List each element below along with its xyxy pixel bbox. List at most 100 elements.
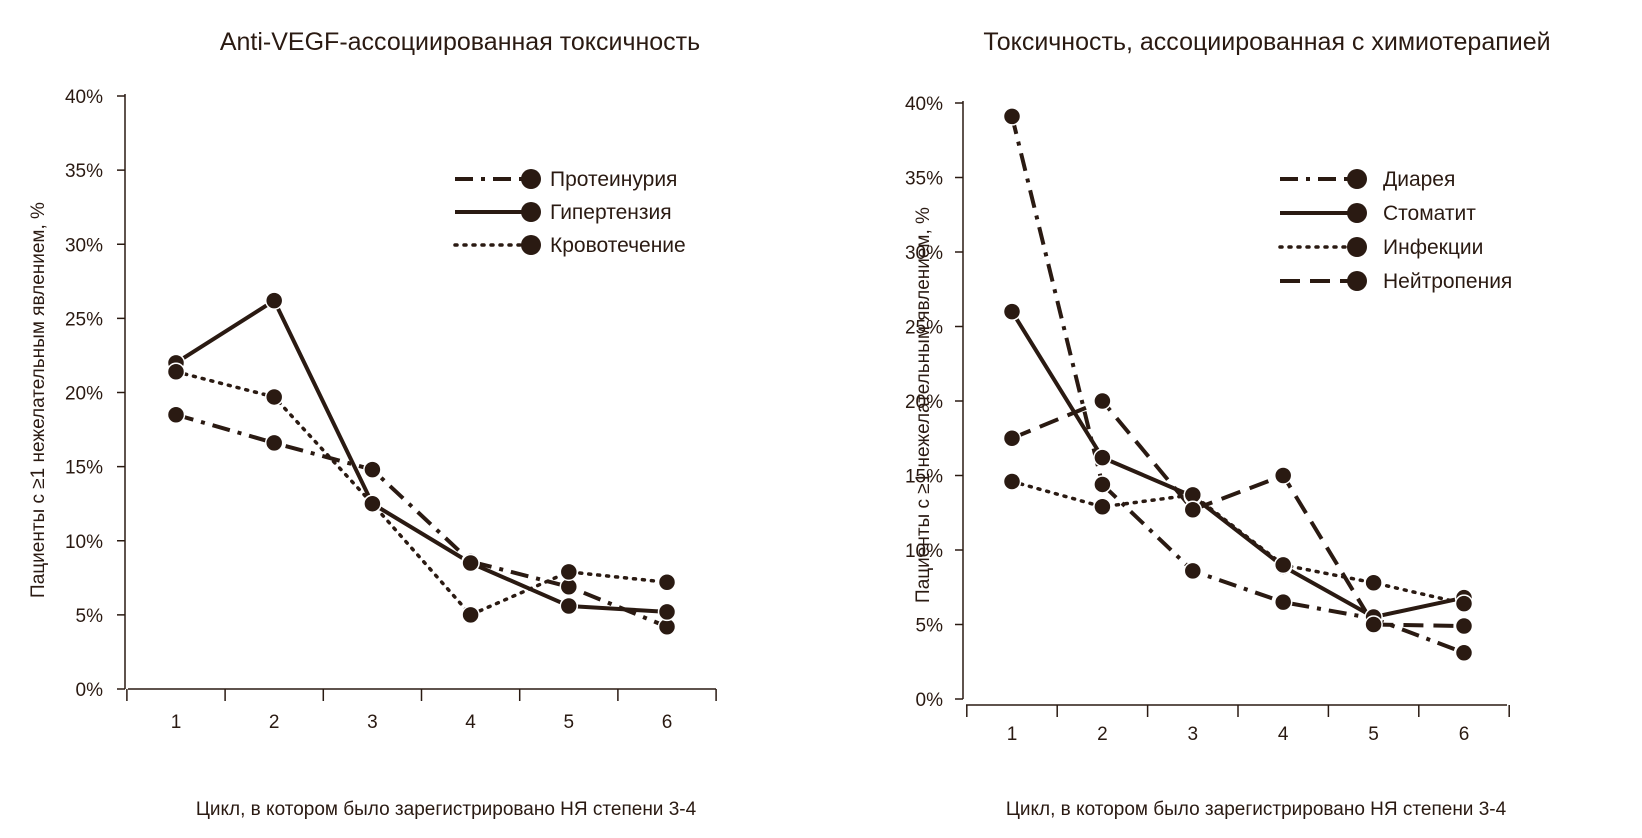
chart-right-x-axis-label: Цикл, в котором было зарегистрировано НЯ… xyxy=(1006,799,1507,820)
chart-right-point-диарея xyxy=(1454,643,1474,663)
chart-right-title: Токсичность, ассоциированная с химиотера… xyxy=(983,28,1550,56)
chart-right-y-axis-label: Пациенты с ≥1 нежелательным явлением, % xyxy=(913,207,934,603)
chart-right-point-нейтропения xyxy=(1002,429,1022,448)
chart-right-point-диарея xyxy=(1183,561,1203,581)
chart-left-point-кровотечение xyxy=(657,573,677,592)
chart-right-point-инфекции xyxy=(1002,472,1022,491)
chart-right-legend-marker-стоматит xyxy=(1347,203,1367,223)
chart-right-series xyxy=(1002,107,1474,663)
chart-right-legend-marker-диарея xyxy=(1347,169,1367,189)
chart-left-y-tick-label: 30% xyxy=(65,235,103,256)
chart-left-y-tick-label: 20% xyxy=(65,384,103,405)
chart-left-y-axis-label: Пациенты с ≥1 нежелательным явлением, % xyxy=(28,202,49,598)
chart-right-point-нейтропения xyxy=(1093,391,1112,411)
chart-left-legend: Протеинурия Гипертензия Кровотечение xyxy=(453,168,686,257)
chart-left-x-ticks: 1 2 3 4 5 6 xyxy=(126,689,717,733)
chart-left-x-tick-label: 1 xyxy=(171,712,182,733)
chart-right-legend-marker-нейтропения xyxy=(1347,271,1367,291)
chart-left-point-гипертензия xyxy=(264,291,284,310)
chart-right-x-tick-label: 6 xyxy=(1459,724,1470,745)
chart-left: Anti-VEGF-ассоциированная токсичность Па… xyxy=(28,28,717,820)
chart-right-point-нейтропения xyxy=(1183,500,1203,520)
chart-right-series-line-нейтропения xyxy=(1011,399,1465,628)
chart-left-point-гипертензия xyxy=(559,596,579,616)
chart-left-series-line-протеинурия xyxy=(175,412,668,629)
chart-right-point-диарея xyxy=(1093,475,1112,494)
chart-right-legend-label-нейтропения: Нейтропения xyxy=(1383,270,1512,293)
chart-right-y-tick-label: 15% xyxy=(905,467,943,488)
chart-left-y-tick-label: 10% xyxy=(65,532,103,553)
chart-left-y-tick-label: 0% xyxy=(76,680,104,701)
chart-right-x-tick-label: 4 xyxy=(1278,724,1289,745)
chart-right-point-нейтропения xyxy=(1364,615,1383,634)
chart-right-series-line-инфекции xyxy=(1010,479,1466,606)
chart-right-x-ticks: 1 2 3 4 5 6 xyxy=(966,705,1510,745)
chart-right-y-ticks: 0% 5% 10% 15% 20% 25% 30% 35% 40% xyxy=(905,94,963,711)
chart-left-x-tick-label: 3 xyxy=(367,712,378,733)
chart-left-y-tick-label: 15% xyxy=(65,458,103,479)
chart-right-legend-label-диарея: Диарея xyxy=(1383,168,1455,191)
chart-left-point-кровотечение xyxy=(264,387,284,407)
chart-right-series-line-диарея xyxy=(1010,115,1465,655)
chart-right-axes xyxy=(962,101,1507,706)
chart-left-x-tick-label: 4 xyxy=(465,712,476,733)
chart-right-point-инфекции xyxy=(1364,573,1383,593)
chart-left-legend-label-гипертензия: Гипертензия xyxy=(550,201,672,224)
chart-right-point-инфекции xyxy=(1454,594,1474,613)
chart-right-x-tick-label: 5 xyxy=(1368,724,1379,745)
chart-left-x-axis-label: Цикл, в котором было зарегистрировано НЯ… xyxy=(196,799,697,820)
chart-left-point-кровотечение xyxy=(363,494,382,513)
chart-left-y-tick-label: 5% xyxy=(76,606,104,627)
chart-left-legend-marker-гипертензия xyxy=(521,202,541,222)
chart-right-legend: Диарея Стоматит Инфекции Нейтропения xyxy=(1278,168,1512,293)
chart-right-x-tick-label: 1 xyxy=(1007,724,1018,745)
chart-right-y-tick-label: 10% xyxy=(905,541,943,562)
chart-left-point-кровотечение xyxy=(461,605,480,625)
chart-left-y-ticks: 0% 5% 10% 15% 20% 25% 30% 35% 40% xyxy=(65,87,125,701)
chart-left-y-tick-label: 35% xyxy=(65,161,103,182)
chart-left-point-кровотечение xyxy=(166,362,186,381)
chart-right-x-tick-label: 2 xyxy=(1097,724,1108,745)
chart-right-legend-label-инфекции: Инфекции xyxy=(1383,236,1483,259)
chart-right-y-tick-label: 20% xyxy=(905,392,943,413)
chart-left-series-line-гипертензия xyxy=(174,298,668,614)
chart-right-y-tick-label: 25% xyxy=(905,318,943,339)
chart-right-point-стоматит xyxy=(1002,302,1022,321)
chart-right-y-tick-label: 35% xyxy=(905,169,943,190)
chart-right-y-tick-label: 0% xyxy=(916,690,944,711)
chart-left-y-tick-label: 25% xyxy=(65,309,103,330)
chart-right-series-line-стоматит xyxy=(1010,310,1465,620)
chart-left-series xyxy=(166,291,677,636)
chart-left-title: Anti-VEGF-ассоциированная токсичность xyxy=(220,28,700,56)
chart-left-point-гипертензия xyxy=(461,553,480,573)
chart-right-legend-label-стоматит: Стоматит xyxy=(1383,202,1476,225)
chart-right-point-нейтропения xyxy=(1454,616,1474,636)
chart-left-legend-marker-протеинурия xyxy=(521,169,541,189)
chart-left-x-tick-label: 6 xyxy=(662,712,673,733)
chart-left-series-line-кровотечение xyxy=(174,369,669,617)
chart-left-legend-marker-кровотечение xyxy=(521,235,541,255)
chart-right-point-нейтропения xyxy=(1273,466,1293,485)
chart-left-point-протеинурия xyxy=(363,460,382,479)
chart-left-point-кровотечение xyxy=(559,562,579,582)
chart-left-x-tick-label: 2 xyxy=(269,712,280,733)
chart-left-point-гипертензия xyxy=(657,602,677,622)
chart-right-point-стоматит xyxy=(1093,448,1112,467)
chart-right-y-tick-label: 30% xyxy=(905,243,943,264)
chart-left-y-tick-label: 40% xyxy=(65,87,103,108)
chart-right-x-tick-label: 3 xyxy=(1188,724,1199,745)
chart-right-legend-marker-инфекции xyxy=(1347,237,1367,257)
chart-left-legend-label-протеинурия: Протеинурия xyxy=(550,168,677,191)
chart-right-point-инфекции xyxy=(1273,555,1293,575)
chart-right-point-диарея xyxy=(1273,592,1293,612)
chart-left-point-протеинурия xyxy=(264,433,284,453)
chart-left-legend-label-кровотечение: Кровотечение xyxy=(550,234,686,257)
chart-right-point-диарея xyxy=(1002,107,1022,126)
chart-right-y-tick-label: 5% xyxy=(916,616,944,637)
chart-right-y-tick-label: 40% xyxy=(905,94,943,115)
chart-right: Токсичность, ассоциированная с химиотера… xyxy=(905,28,1551,820)
chart-left-x-tick-label: 5 xyxy=(564,712,575,733)
chart-right-point-инфекции xyxy=(1093,497,1112,517)
chart-left-point-протеинурия xyxy=(166,405,186,424)
